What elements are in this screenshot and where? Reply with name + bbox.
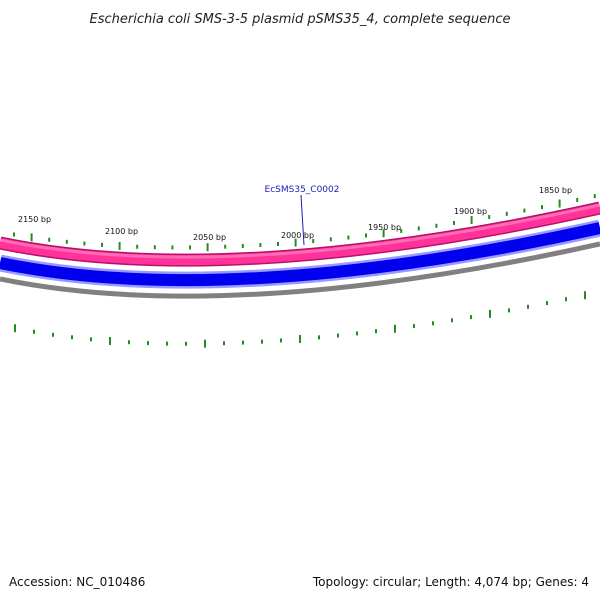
forward-strand-highlight <box>0 203 600 259</box>
inner-tick-marks <box>14 291 586 348</box>
ruler-label-2050: 2050 bp <box>193 233 226 242</box>
forward-strand-track <box>0 201 600 267</box>
ruler-labels: 2150 bp 2100 bp 2050 bp 2000 bp 1950 bp … <box>18 186 572 242</box>
ruler-label-2100: 2100 bp <box>105 227 138 236</box>
outer-tick-marks <box>13 194 596 252</box>
accession-text: Accession: NC_010486 <box>9 575 145 589</box>
reverse-strand-fill <box>0 222 600 287</box>
gene-leader-line <box>300 194 305 246</box>
backbone-ring <box>0 241 600 299</box>
topology-summary-text: Topology: circular; Length: 4,074 bp; Ge… <box>312 575 589 589</box>
ruler-label-2150: 2150 bp <box>18 215 51 224</box>
gene-label-ecsms35-c0002[interactable]: EcSMS35_C0002 <box>265 185 340 195</box>
ruler-label-1950: 1950 bp <box>368 223 401 232</box>
ruler-label-2000: 2000 bp <box>281 231 314 240</box>
gene-label-group[interactable]: EcSMS35_C0002 <box>265 185 340 246</box>
forward-strand-fill <box>0 203 600 266</box>
map-title: Escherichia coli SMS-3-5 plasmid pSMS35_… <box>90 12 511 27</box>
ruler-label-1900: 1900 bp <box>454 207 487 216</box>
reverse-strand-track <box>0 219 600 289</box>
ruler-label-1850: 1850 bp <box>539 186 572 195</box>
